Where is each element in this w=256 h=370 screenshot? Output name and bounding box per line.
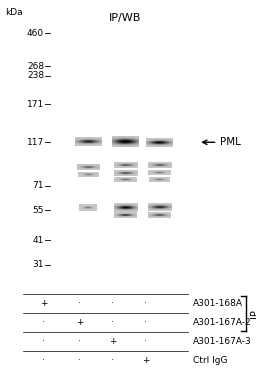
Text: ·: · <box>144 318 147 327</box>
Text: ·: · <box>42 337 45 346</box>
Text: ·: · <box>111 318 114 327</box>
Text: kDa: kDa <box>5 8 23 17</box>
Text: +: + <box>40 299 47 308</box>
Text: ·: · <box>78 337 81 346</box>
Text: +: + <box>142 356 150 365</box>
Text: ·: · <box>78 299 81 308</box>
Text: 55: 55 <box>33 206 44 215</box>
Text: 171: 171 <box>27 100 44 109</box>
Text: 41: 41 <box>33 236 44 245</box>
Text: 31: 31 <box>33 260 44 269</box>
Text: ·: · <box>78 356 81 365</box>
Text: 268: 268 <box>27 61 44 71</box>
Text: A301-167A-3: A301-167A-3 <box>193 337 252 346</box>
Text: ·: · <box>111 356 114 365</box>
Text: ·: · <box>42 318 45 327</box>
Text: ·: · <box>144 337 147 346</box>
Text: A301-167A-2: A301-167A-2 <box>193 318 252 327</box>
Text: +: + <box>76 318 83 327</box>
Text: A301-168A: A301-168A <box>193 299 243 308</box>
Text: 71: 71 <box>33 181 44 190</box>
Text: +: + <box>109 337 116 346</box>
Text: IP/WB: IP/WB <box>109 13 142 23</box>
Text: PML: PML <box>220 137 241 147</box>
Text: ·: · <box>111 299 114 308</box>
Text: ·: · <box>144 299 147 308</box>
Text: Ctrl IgG: Ctrl IgG <box>193 356 228 365</box>
Text: ·: · <box>42 356 45 365</box>
Text: IP: IP <box>250 309 256 317</box>
Text: 460: 460 <box>27 29 44 38</box>
Text: 238: 238 <box>27 71 44 80</box>
Text: 117: 117 <box>27 138 44 147</box>
